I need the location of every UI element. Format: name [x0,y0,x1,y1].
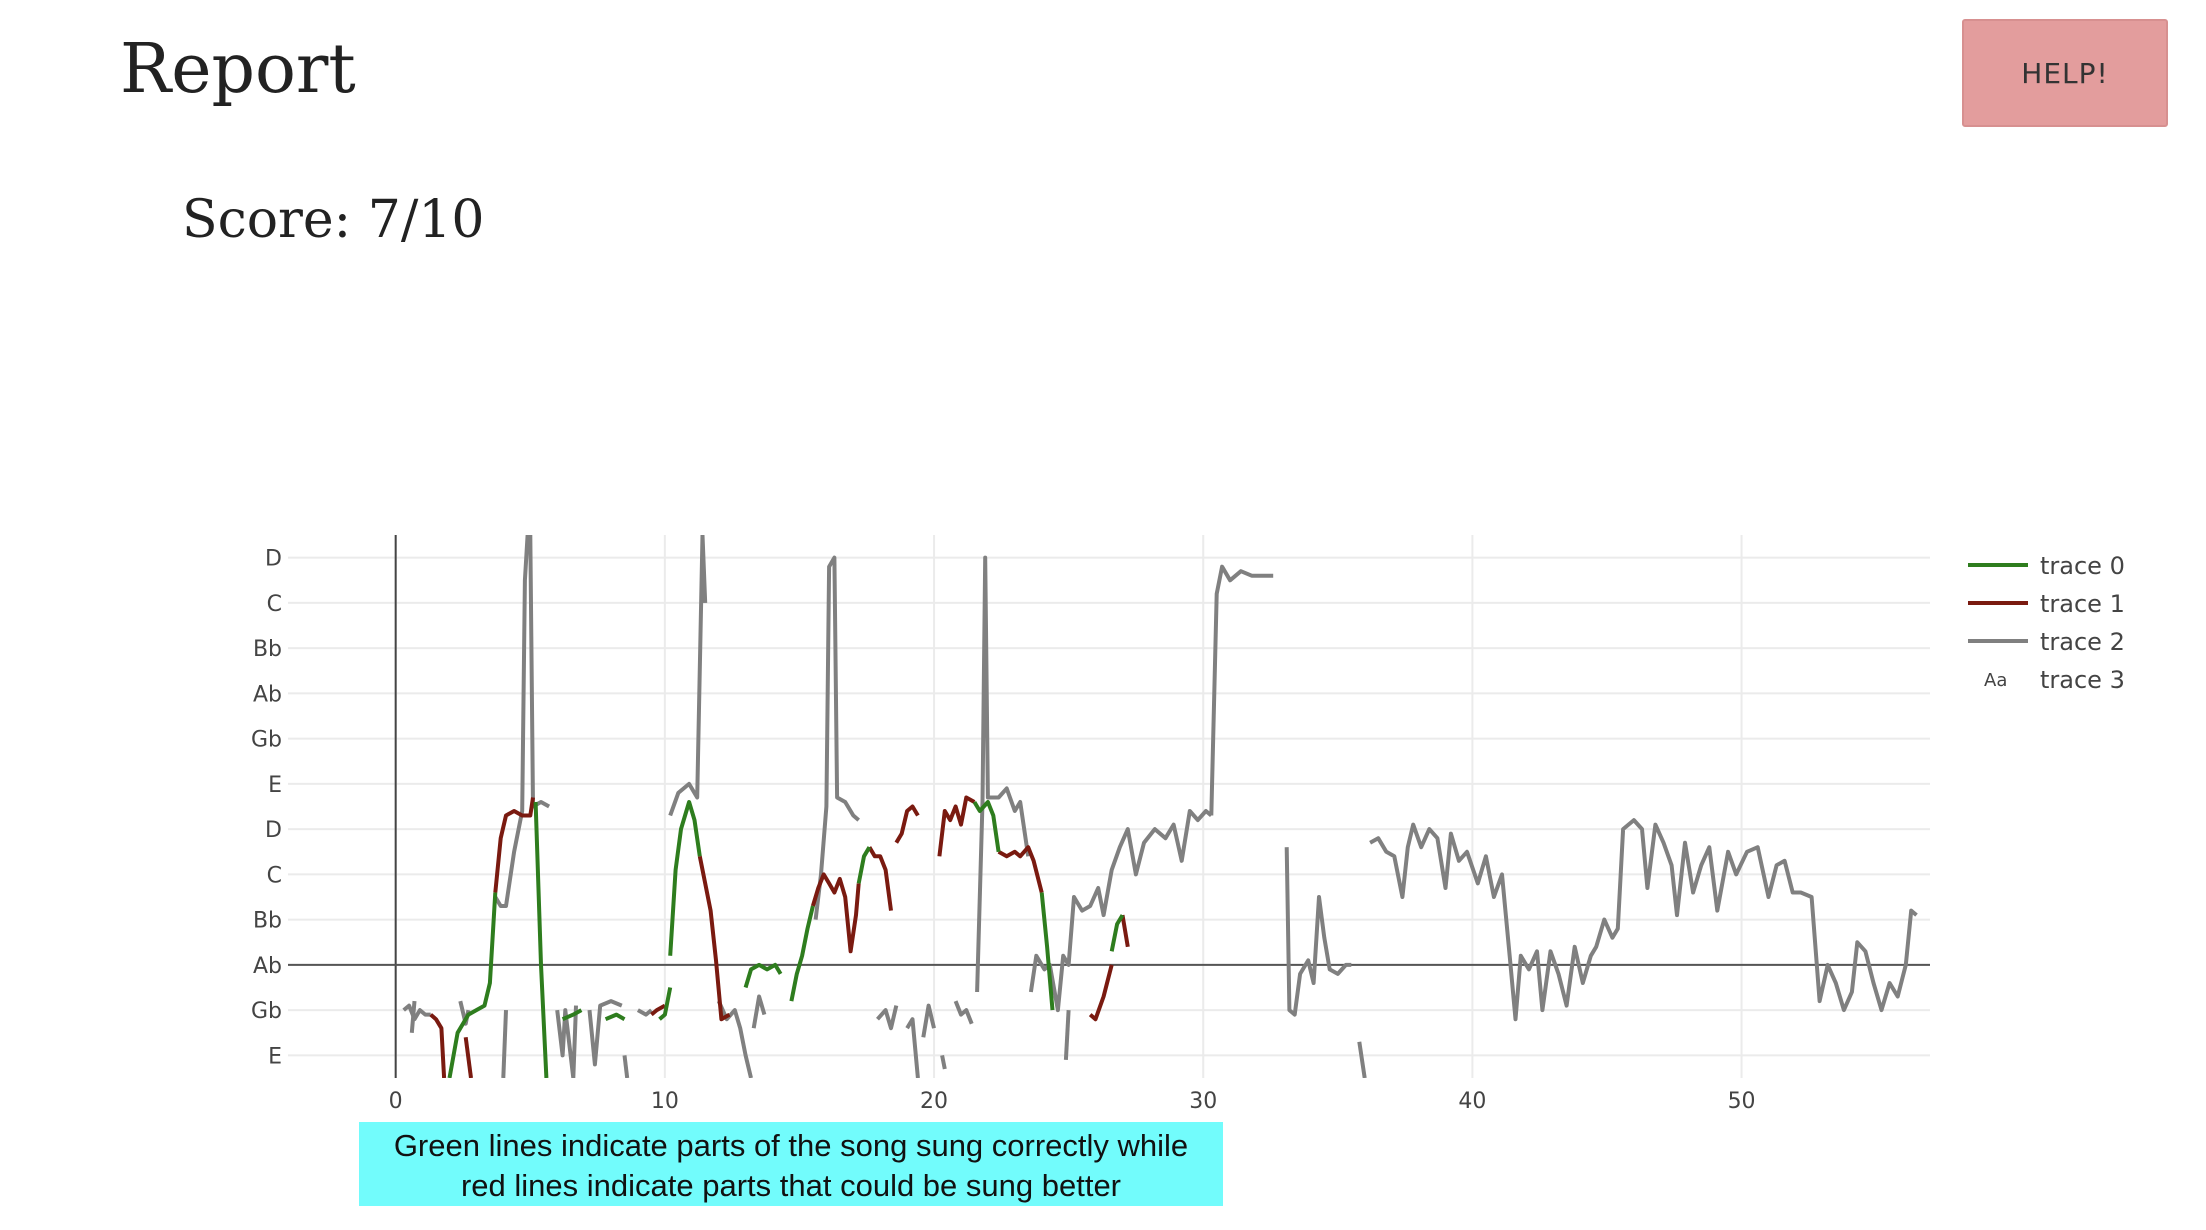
series-line-trace-2 [402,1003,431,1022]
legend-label: trace 1 [2040,590,2125,618]
series-line-trace-0 [604,1012,626,1022]
legend-label: trace 2 [2040,628,2125,656]
x-tick-label: 0 [389,1089,403,1114]
series-line-trace-2 [975,555,1031,993]
series-line-trace-0 [1039,892,1055,1011]
legend-label: trace 0 [2040,552,2125,580]
y-tick-label: Ab [253,682,282,707]
series-line-trace-1 [463,1037,473,1078]
series-line-trace-0 [447,892,498,1078]
help-button[interactable]: HELP! [1962,19,2168,127]
legend-text-marker: Aa [1984,670,2007,691]
x-tick-label: 10 [651,1089,679,1114]
series-line-trace-2 [716,1000,753,1078]
series-line-trace-2 [501,1010,508,1078]
series-line-trace-2 [636,1008,653,1017]
series-line-trace-2 [493,535,530,908]
series-line-trace-2 [940,1055,947,1070]
series-line-trace-1 [810,872,861,954]
series-line-trace-2 [1357,1041,1367,1078]
series-line-trace-0 [856,846,872,884]
page-title: Report [120,30,356,109]
series-line-trace-2 [409,1000,417,1033]
series-line-trace-2 [528,535,551,809]
series-line-trace-2 [1209,564,1274,816]
series-line-trace-1 [997,845,1044,893]
series-line-trace-0 [789,905,815,1002]
series-line-trace-2 [1369,818,1918,1022]
series-line-trace-1 [493,797,535,893]
y-tick-label: E [268,1044,282,1069]
y-tick-label: C [267,863,282,888]
x-tick-label: 20 [920,1089,948,1114]
series-line-trace-0 [743,962,783,989]
series-line-trace-2 [1028,809,1213,1013]
series-line-trace-0 [668,800,702,956]
series-line-trace-2 [813,555,860,920]
y-tick-label: D [265,818,282,843]
y-tick-label: Ab [253,954,282,979]
chart-caption: Green lines indicate parts of the song s… [359,1122,1223,1206]
y-tick-label: Bb [253,637,282,662]
series-line-trace-1 [697,855,731,1022]
series-line-trace-1 [650,1003,666,1017]
series-line-trace-2 [668,535,708,817]
series-line-trace-2 [1284,847,1352,1017]
series-line-trace-2 [555,1005,578,1078]
y-tick-label: C [267,592,282,617]
series-line-trace-0 [972,800,1001,853]
series-line-trace-2 [751,994,767,1029]
y-tick-label: Gb [251,999,282,1024]
series-line-trace-1 [894,804,920,844]
series-line-trace-1 [1120,914,1130,948]
series-line-trace-2 [921,1003,936,1038]
score-text: Score: 7/10 [182,190,485,250]
series-line-trace-1 [429,1013,447,1078]
x-tick-label: 30 [1189,1089,1217,1114]
series-line-trace-0 [561,1008,583,1022]
x-tick-label: 50 [1728,1089,1756,1114]
caption-line-1: Green lines indicate parts of the song s… [393,1128,1189,1163]
legend-label: trace 3 [2040,666,2125,694]
y-tick-label: D [265,547,282,572]
series-line-trace-2 [587,999,623,1067]
series-line-trace-2 [876,1005,899,1031]
series-line-trace-2 [622,1055,630,1078]
series-line-trace-1 [937,795,976,857]
series-line-trace-0 [658,987,673,1021]
series-line-trace-2 [1063,1009,1071,1061]
y-tick-label: Gb [251,728,282,753]
series-line-trace-0 [1109,914,1125,952]
x-tick-label: 40 [1458,1089,1486,1114]
series-line-trace-0 [533,801,549,1078]
y-tick-label: Bb [253,909,282,934]
series-line-trace-1 [1088,964,1114,1022]
series-line-trace-1 [867,846,893,911]
y-tick-label: E [268,773,282,798]
series-line-trace-2 [953,1000,974,1025]
caption-line-2: red lines indicate parts that could be s… [460,1168,1122,1203]
series-line-trace-2 [905,1017,920,1078]
